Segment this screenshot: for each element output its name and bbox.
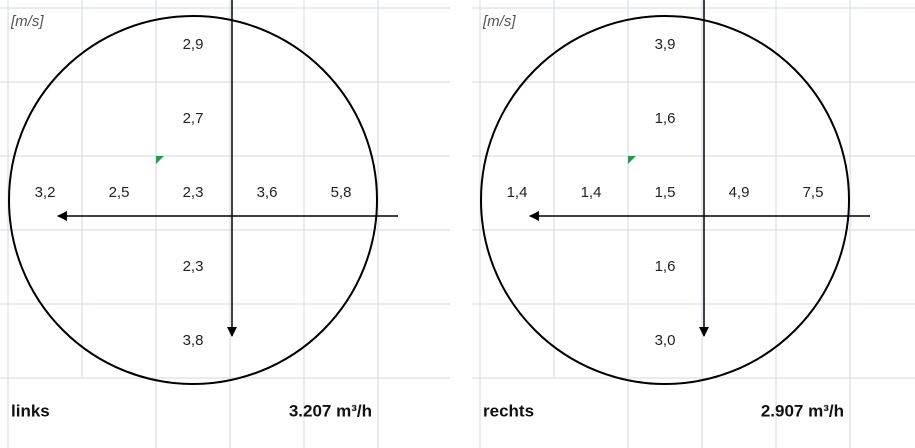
velocity: 3,2 <box>35 184 56 201</box>
velocity: 7,5 <box>803 184 824 201</box>
velocity: 2,9 <box>183 36 204 53</box>
velocity: 4,9 <box>729 184 750 201</box>
velocity: 3,8 <box>183 332 204 349</box>
flow-rate: 3.207 m³/h <box>289 401 372 420</box>
velocity: 5,8 <box>331 184 352 201</box>
unit-label: [m/s] <box>482 13 516 30</box>
pipe-circle <box>480 15 850 385</box>
velocity: 1,4 <box>507 184 528 201</box>
cell-marker <box>628 156 636 164</box>
side-label: rechts <box>483 401 534 420</box>
velocity: 2,3 <box>183 184 204 201</box>
velocity: 2,5 <box>109 184 130 201</box>
velocity: 2,3 <box>183 258 204 275</box>
velocity: 2,7 <box>183 110 204 127</box>
velocity: 1,6 <box>655 110 676 127</box>
velocity: 3,9 <box>655 36 676 53</box>
side-label: links <box>11 401 50 420</box>
velocity: 1,4 <box>581 184 602 201</box>
velocity: 1,5 <box>655 184 676 201</box>
velocity: 3,6 <box>257 184 278 201</box>
flow-rate: 2.907 m³/h <box>761 401 844 420</box>
unit-label: [m/s] <box>10 13 44 30</box>
cell-marker <box>156 156 164 164</box>
velocity: 1,6 <box>655 258 676 275</box>
velocity: 3,0 <box>655 332 676 349</box>
pipe-circle <box>8 15 378 385</box>
